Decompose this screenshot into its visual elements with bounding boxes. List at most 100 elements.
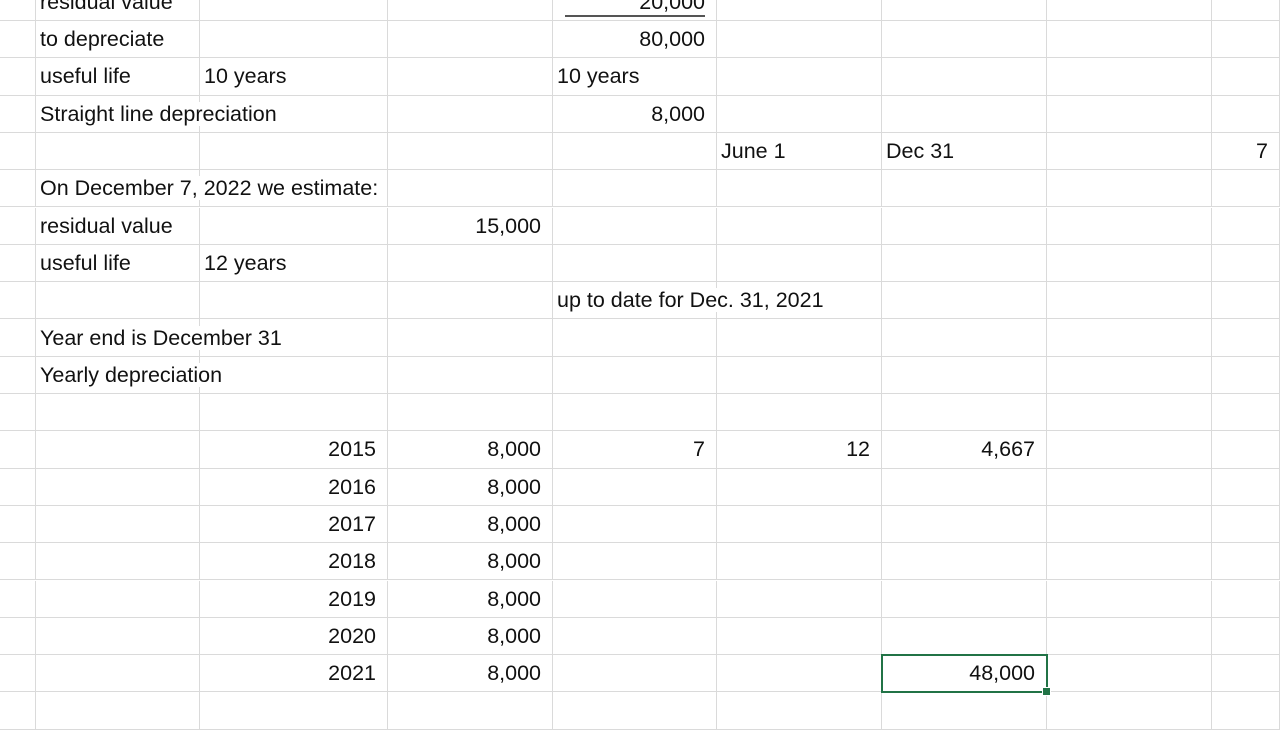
cell-r12-c7[interactable] [1047,431,1212,469]
cell-r1-c0[interactable] [0,21,36,59]
cell-r8-c1[interactable] [36,282,200,320]
cell-r9-c3[interactable] [388,319,553,357]
cell-r15-c5[interactable] [717,543,882,581]
cell-r12-c6[interactable]: 4,667 [882,431,1047,469]
cell-r4-c1[interactable] [36,132,200,171]
cell-r10-c6[interactable] [882,356,1047,394]
cell-r10-c3[interactable] [388,356,553,394]
cell-r1-c6[interactable] [882,21,1047,59]
cell-r9-c8[interactable] [1212,319,1280,357]
cell-r18-c6[interactable]: 48,000 [882,655,1047,693]
cell-r7-c2[interactable]: 12 years [200,244,388,283]
cell-r13-c3[interactable]: 8,000 [388,468,553,506]
cell-r0-c1[interactable]: residual value [36,0,200,21]
cell-r16-c4[interactable] [553,580,717,618]
cell-r14-c8[interactable] [1212,505,1280,544]
cell-r8-c0[interactable] [0,282,36,320]
cell-r4-c0[interactable] [0,132,36,171]
cell-r3-c7[interactable] [1047,95,1212,133]
cell-r18-c2[interactable]: 2021 [200,655,388,693]
cell-r3-c3[interactable] [388,95,553,133]
cell-r1-c3[interactable] [388,21,553,59]
cell-r6-c5[interactable] [717,207,882,245]
cell-r12-c5[interactable]: 12 [717,431,882,469]
cell-r9-c7[interactable] [1047,319,1212,357]
cell-r0-c6[interactable] [882,0,1047,21]
cell-r19-c8[interactable] [1212,692,1280,730]
cell-r2-c8[interactable] [1212,58,1280,96]
cell-r14-c0[interactable] [0,505,36,544]
cell-r6-c1[interactable]: residual value [36,207,200,245]
cell-r12-c8[interactable] [1212,431,1280,469]
cell-r3-c1[interactable]: Straight line depreciation [36,95,277,133]
cell-r1-c1[interactable]: to depreciate [36,21,200,59]
cell-r19-c0[interactable] [0,692,36,730]
cell-r6-c3[interactable]: 15,000 [388,207,553,245]
cell-r19-c5[interactable] [717,692,882,730]
cell-r17-c2[interactable]: 2020 [200,617,388,656]
cell-r18-c0[interactable] [0,655,36,693]
cell-r0-c3[interactable] [388,0,553,21]
cell-r3-c0[interactable] [0,95,36,133]
cell-r9-c2[interactable] [200,319,388,357]
cell-r7-c3[interactable] [388,244,553,283]
cell-r9-c1[interactable]: Year end is December 31 [36,319,282,357]
cell-r5-c7[interactable] [1047,170,1212,208]
cell-r16-c3[interactable]: 8,000 [388,580,553,618]
cell-r0-c5[interactable] [717,0,882,21]
cell-r5-c6[interactable] [882,170,1047,208]
cell-r11-c4[interactable] [553,394,717,432]
cell-r3-c2[interactable] [200,95,388,133]
cell-r5-c0[interactable] [0,170,36,208]
cell-r4-c7[interactable] [1047,132,1212,171]
cell-r13-c4[interactable] [553,468,717,506]
cell-r18-c8[interactable] [1212,655,1280,693]
cell-r11-c7[interactable] [1047,394,1212,432]
cell-r0-c7[interactable] [1047,0,1212,21]
cell-r2-c0[interactable] [0,58,36,96]
cell-r0-c4[interactable]: 20,000 [553,0,717,21]
cell-r19-c4[interactable] [553,692,717,730]
cell-r6-c0[interactable] [0,207,36,245]
cell-r8-c7[interactable] [1047,282,1212,320]
cell-r2-c7[interactable] [1047,58,1212,96]
cell-r16-c2[interactable]: 2019 [200,580,388,618]
cell-r16-c8[interactable] [1212,580,1280,618]
cell-r2-c3[interactable] [388,58,553,96]
cell-r4-c2[interactable] [200,132,388,171]
cell-r4-c3[interactable] [388,132,553,171]
cell-r2-c2[interactable]: 10 years [200,58,388,96]
cell-r15-c8[interactable] [1212,543,1280,581]
cell-r17-c4[interactable] [553,617,717,656]
cell-r12-c0[interactable] [0,431,36,469]
cell-r2-c4[interactable]: 10 years [553,58,717,96]
cell-r1-c5[interactable] [717,21,882,59]
cell-r5-c8[interactable] [1212,170,1280,208]
cell-r13-c1[interactable] [36,468,200,506]
cell-r13-c5[interactable] [717,468,882,506]
cell-r5-c3[interactable] [388,170,553,208]
cell-r16-c6[interactable] [882,580,1047,618]
cell-r7-c4[interactable] [553,244,717,283]
cell-r1-c8[interactable] [1212,21,1280,59]
cell-r15-c3[interactable]: 8,000 [388,543,553,581]
cell-r10-c1[interactable]: Yearly depreciation [36,356,223,394]
cell-r18-c5[interactable] [717,655,882,693]
cell-r10-c8[interactable] [1212,356,1280,394]
cell-r1-c2[interactable] [200,21,388,59]
cell-r2-c1[interactable]: useful life [36,58,200,96]
cell-r15-c1[interactable] [36,543,200,581]
cell-r16-c5[interactable] [717,580,882,618]
cell-r17-c6[interactable] [882,617,1047,656]
cell-r11-c6[interactable] [882,394,1047,432]
cell-r8-c3[interactable] [388,282,553,320]
cell-r15-c0[interactable] [0,543,36,581]
cell-r14-c1[interactable] [36,505,200,544]
cell-r7-c1[interactable]: useful life [36,244,200,283]
cell-r11-c0[interactable] [0,394,36,432]
cell-r7-c0[interactable] [0,244,36,283]
cell-r14-c6[interactable] [882,505,1047,544]
cell-r9-c0[interactable] [0,319,36,357]
cell-r7-c5[interactable] [717,244,882,283]
